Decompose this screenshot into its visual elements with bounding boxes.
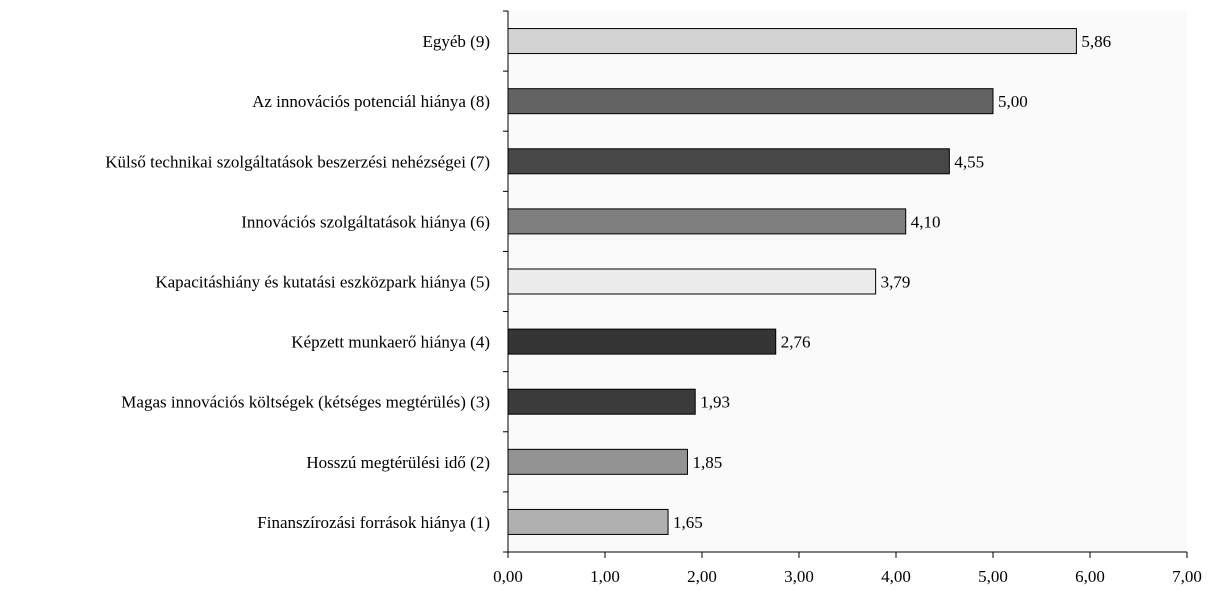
- category-label: Az innovációs potenciál hiánya (8): [252, 92, 490, 111]
- x-tick-label: 0,00: [493, 567, 523, 586]
- x-tick-label: 2,00: [687, 567, 717, 586]
- bar: [507, 448, 688, 475]
- value-label: 1,93: [700, 393, 730, 412]
- x-tick-label: 5,00: [978, 567, 1008, 586]
- value-label: 3,79: [881, 273, 911, 292]
- bar: [507, 208, 907, 235]
- value-label: 1,65: [673, 513, 703, 532]
- x-tick-label: 4,00: [881, 567, 911, 586]
- value-label: 2,76: [781, 333, 811, 352]
- x-tick-label: 1,00: [590, 567, 620, 586]
- bar: [507, 268, 877, 295]
- category-label: Hosszú megtérülési idő (2): [306, 453, 490, 472]
- category-label: Egyéb (9): [422, 32, 490, 51]
- value-label: 4,55: [954, 152, 984, 171]
- bar: [507, 328, 777, 355]
- value-label: 4,10: [911, 212, 941, 231]
- category-label: Finanszírozási források hiánya (1): [257, 513, 490, 532]
- bar: [507, 508, 669, 535]
- bar: [507, 388, 696, 415]
- value-label: 1,85: [692, 453, 722, 472]
- value-label: 5,00: [998, 92, 1028, 111]
- category-label: Külső technikai szolgáltatások beszerzés…: [105, 152, 490, 171]
- bar: [507, 88, 994, 115]
- x-tick-label: 3,00: [784, 567, 814, 586]
- x-tick-label: 6,00: [1075, 567, 1105, 586]
- bar: [507, 148, 950, 175]
- category-label: Képzett munkaerő hiánya (4): [291, 333, 490, 352]
- category-label: Innovációs szolgáltatások hiánya (6): [241, 212, 490, 231]
- category-label: Kapacitáshiány és kutatási eszközpark hi…: [155, 273, 490, 292]
- x-tick-label: 7,00: [1172, 567, 1202, 586]
- category-label: Magas innovációs költségek (kétséges meg…: [121, 393, 490, 412]
- bar: [507, 28, 1077, 55]
- value-label: 5,86: [1081, 32, 1111, 51]
